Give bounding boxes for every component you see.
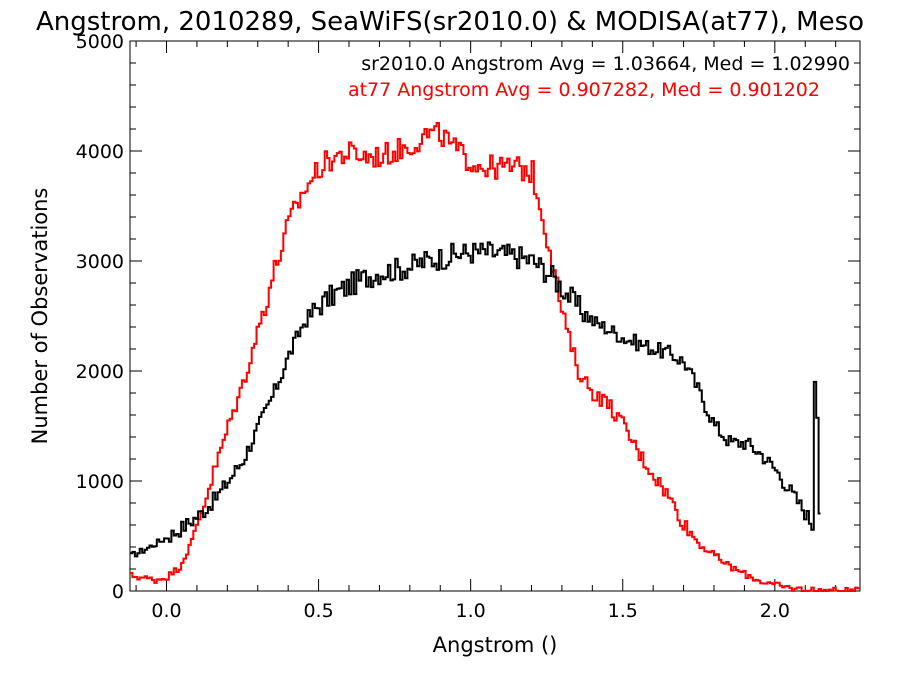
axis-ticks (130, 40, 860, 592)
y-tick-label: 3000 (76, 251, 124, 273)
y-axis-label: Number of Observations (28, 188, 52, 445)
annotation-line-2: at77 Angstrom Avg = 0.907282, Med = 0.90… (348, 79, 820, 101)
x-tick-label: 2.0 (760, 600, 790, 622)
chart-title: Angstrom, 2010289, SeaWiFS(sr2010.0) & M… (36, 7, 864, 37)
x-axis-label: Angstrom () (433, 633, 558, 657)
series-1-line (130, 122, 860, 592)
series-0-path (130, 241, 821, 558)
plot-frame (129, 40, 861, 592)
series-layer (130, 122, 860, 592)
axis-tick-labels: 0.0 0.5 1.0 1.5 2.0 0 1000 2000 3000 4000 5000 (76, 31, 790, 622)
series-0-line (130, 241, 821, 558)
series-1-path (130, 122, 860, 592)
y-tick-label: 5000 (76, 31, 124, 53)
x-tick-label: 1.5 (608, 600, 638, 622)
x-tick-label: 0.5 (303, 600, 333, 622)
y-tick-label: 0 (112, 581, 124, 603)
y-tick-label: 4000 (76, 141, 124, 163)
x-tick-label: 1.0 (456, 600, 486, 622)
annotation-line-1: sr2010.0 Angstrom Avg = 1.03664, Med = 1… (361, 53, 850, 75)
x-tick-label: 0.0 (151, 600, 181, 622)
y-tick-label: 2000 (76, 361, 124, 383)
y-tick-label: 1000 (76, 471, 124, 493)
